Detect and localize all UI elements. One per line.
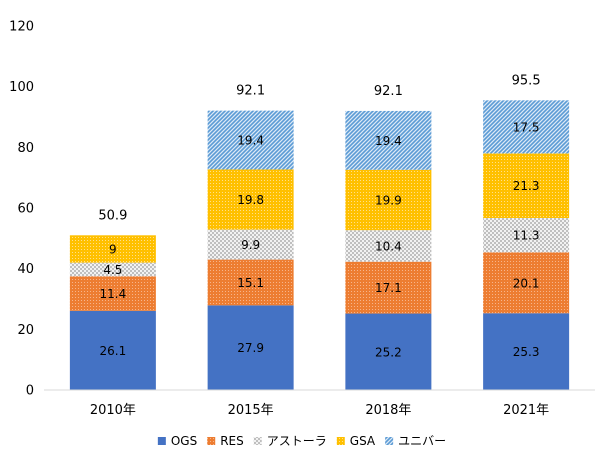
- data-label-OGS-2021年: 25.3: [513, 345, 540, 359]
- total-label-2015年: 92.1: [236, 84, 265, 99]
- y-axis: 0 20 40 60 80 100 120: [9, 20, 34, 399]
- bar-GSA-2015年: [207, 169, 294, 230]
- data-label-RES-2015年: 15.1: [237, 276, 264, 290]
- bar-OGS-2015年: [207, 305, 294, 390]
- data-label-ユニバー-2021年: 17.5: [513, 120, 540, 134]
- bar-GSA-2018年: [345, 169, 432, 231]
- bar-ユニバー-2015年: [207, 110, 294, 170]
- y-tick-label-0: 0: [26, 384, 34, 399]
- data-label-OGS-2010年: 26.1: [100, 344, 127, 358]
- bar-GSA-2021年: [483, 153, 570, 219]
- data-label-RES-2018年: 17.1: [375, 281, 402, 295]
- data-label-OGS-2015年: 27.9: [237, 341, 264, 355]
- legend-swatch-OGS: [157, 437, 166, 445]
- x-axis: 2010年 2015年 2018年 2021年: [44, 389, 595, 418]
- y-tick-label-120: 120: [9, 20, 34, 35]
- y-tick-label-60: 60: [17, 202, 34, 217]
- x-tick-label-2018年: 2018年: [365, 403, 411, 418]
- legend-swatch-アストーラ: [253, 437, 262, 445]
- bar-GSA-2010年: [69, 235, 156, 263]
- data-label-アストーラ-2018年: 10.4: [375, 239, 402, 253]
- bar-RES-2021年: [483, 252, 570, 314]
- bar-OGS-2018年: [345, 313, 432, 390]
- legend-label-GSA: GSA: [350, 434, 376, 448]
- y-tick-label-100: 100: [9, 80, 34, 95]
- legend-swatch-GSA: [336, 437, 345, 445]
- bar-OGS-2021年: [483, 313, 570, 390]
- data-label-ユニバー-2015年: 19.4: [237, 134, 264, 148]
- data-label-GSA-2018年: 19.9: [375, 193, 402, 207]
- data-label-RES-2010年: 11.4: [100, 287, 127, 301]
- bar-RES-2018年: [345, 261, 432, 314]
- data-label-GSA-2021年: 21.3: [513, 179, 540, 193]
- legend-label-OGS: OGS: [171, 434, 197, 448]
- data-label-RES-2021年: 20.1: [513, 276, 540, 290]
- bar-アストーラ-2021年: [483, 218, 570, 253]
- total-label-2018年: 92.1: [374, 84, 403, 99]
- total-label-2010年: 50.9: [98, 208, 127, 223]
- y-tick-label-40: 40: [17, 262, 34, 277]
- bar-アストーラ-2018年: [345, 230, 432, 262]
- total-label-2021年: 95.5: [512, 73, 541, 88]
- y-tick-label-80: 80: [17, 141, 34, 156]
- bar-RES-2010年: [69, 276, 156, 311]
- bars-group: 26.1 11.4 4.5 9 50.9 27.9 15.1 9.9 19.8 19.4 92.1 2…: [69, 73, 570, 390]
- legend-label-アストーラ: アストーラ: [267, 434, 327, 448]
- bar-ユニバー-2018年: [345, 110, 432, 170]
- bar-アストーラ-2015年: [207, 229, 294, 260]
- data-label-アストーラ-2021年: 11.3: [513, 229, 540, 243]
- data-label-ユニバー-2018年: 19.4: [375, 134, 402, 148]
- data-label-OGS-2018年: 25.2: [375, 345, 402, 359]
- x-tick-label-2010年: 2010年: [90, 403, 136, 418]
- legend-label-RES: RES: [220, 434, 244, 448]
- x-tick-label-2015年: 2015年: [228, 403, 274, 418]
- data-label-GSA-2015年: 19.8: [237, 193, 264, 207]
- legend-swatch-ユニバー: [385, 437, 394, 445]
- y-tick-label-20: 20: [17, 323, 34, 338]
- legend-label-ユニバー: ユニバー: [398, 434, 446, 448]
- data-label-GSA-2010年: 9: [109, 242, 117, 256]
- bar-OGS-2010年: [69, 310, 156, 390]
- data-label-アストーラ-2015年: 9.9: [241, 238, 260, 252]
- bar-RES-2015年: [207, 259, 294, 306]
- legend: OGS RES アストーラ GSA ユニバー: [157, 434, 446, 448]
- x-tick-label-2021年: 2021年: [503, 403, 549, 418]
- bar-アストーラ-2010年: [69, 262, 156, 277]
- legend-swatch-RES: [207, 437, 216, 445]
- bar-ユニバー-2021年: [483, 100, 570, 154]
- data-label-アストーラ-2010年: 4.5: [103, 263, 122, 277]
